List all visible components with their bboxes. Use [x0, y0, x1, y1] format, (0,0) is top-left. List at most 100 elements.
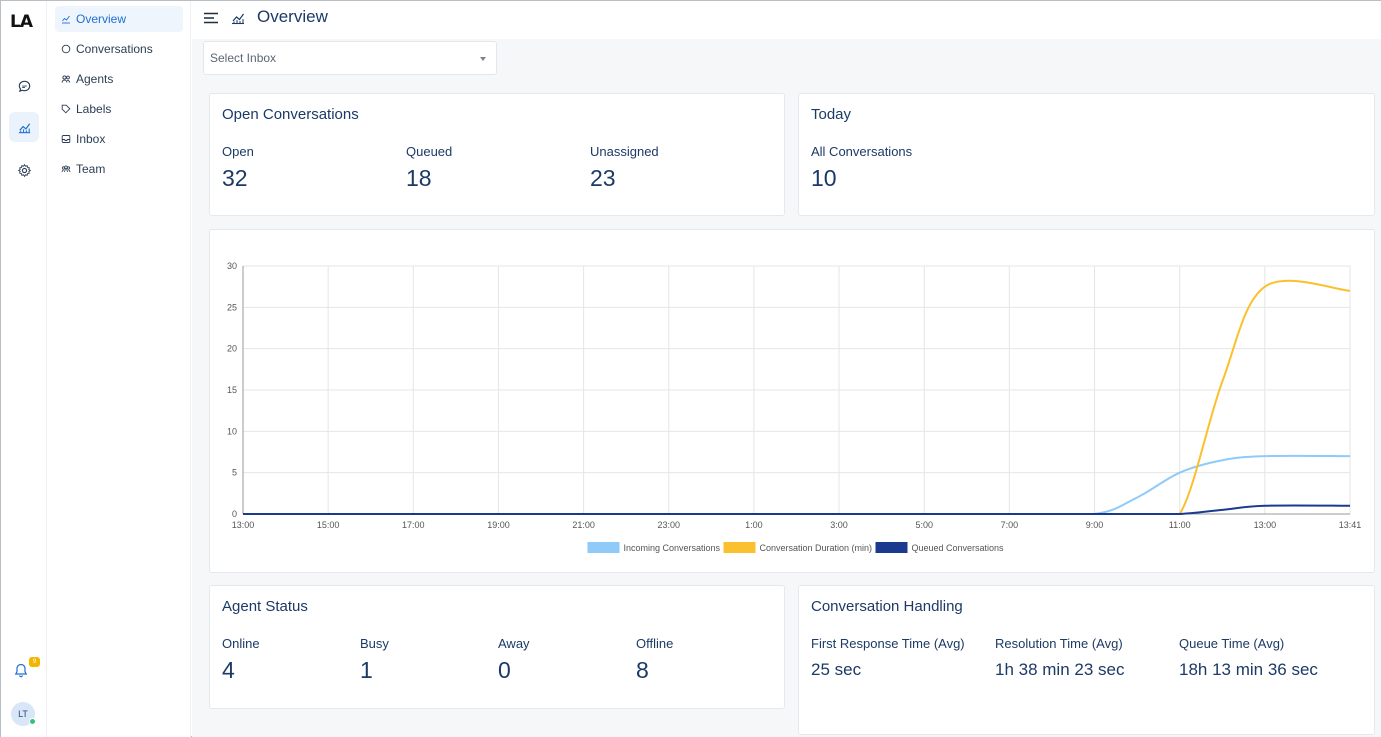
users-icon — [61, 74, 71, 84]
inbox-select[interactable]: Select Inbox — [203, 41, 497, 75]
y-tick-label: 10 — [227, 426, 237, 436]
chat-icon — [61, 44, 71, 54]
inbox-select-placeholder: Select Inbox — [210, 51, 277, 65]
metric-value: 25 sec — [811, 660, 862, 679]
conversations-rail-button[interactable] — [9, 71, 39, 101]
chat-icon — [18, 80, 30, 92]
open-conversations-card: Open Conversations Open 32 Queued 18 Una… — [209, 93, 785, 216]
x-tick-label: 1:00 — [745, 520, 763, 530]
sidebar-item-overview[interactable]: Overview — [55, 6, 183, 32]
card-title: Agent Status — [222, 598, 308, 615]
sidebar-item-conversations[interactable]: Conversations — [55, 36, 183, 62]
inbox-icon — [61, 134, 71, 144]
y-tick-label: 30 — [227, 261, 237, 271]
sidebar-item-label: Agents — [76, 72, 114, 86]
notification-badge: 9 — [29, 657, 40, 667]
y-tick-label: 15 — [227, 385, 237, 395]
card-title: Conversation Handling — [811, 598, 963, 615]
sidebar-item-team[interactable]: Team — [55, 156, 183, 182]
today-card: Today All Conversations 10 — [798, 93, 1375, 216]
x-tick-label: 3:00 — [830, 520, 848, 530]
x-tick-label: 19:00 — [487, 520, 510, 530]
metric-value: 18 — [406, 165, 432, 191]
reports-sidebar: Overview Conversations Agents Labels Inb… — [47, 1, 191, 737]
legend-swatch — [587, 542, 620, 553]
metric-value: 8 — [636, 657, 649, 683]
metric-label: First Response Time (Avg) — [811, 636, 965, 651]
sidebar-item-inbox[interactable]: Inbox — [55, 126, 183, 152]
reports-icon — [232, 13, 244, 25]
metric-label: All Conversations — [811, 144, 913, 159]
series-line-1 — [243, 279, 1351, 515]
x-tick-label: 13:00 — [232, 520, 255, 530]
team-icon — [61, 164, 71, 174]
x-tick-label: 5:00 — [915, 520, 933, 530]
legend-label: Conversation Duration (min) — [760, 543, 873, 553]
metric-queue-time: Queue Time (Avg) 18h 13 min 36 sec — [1179, 636, 1318, 680]
sidebar-item-agents[interactable]: Agents — [55, 66, 183, 92]
sidebar-item-label: Overview — [76, 12, 127, 26]
metric-label: Online — [222, 636, 260, 651]
metric-queued: Queued 18 — [406, 144, 452, 192]
metric-value: 1h 38 min 23 sec — [995, 660, 1125, 679]
conversations-line-chart: 0 5 10 15 20 25 30 13:00 15:00 17:00 19:00 21:00 23:… — [227, 261, 1362, 553]
settings-rail-button[interactable] — [9, 155, 39, 185]
settings-icon — [17, 163, 31, 177]
legend-swatch — [875, 542, 908, 553]
x-tick-label: 7:00 — [1001, 520, 1019, 530]
legend-label: Queued Conversations — [912, 543, 1005, 553]
online-status-dot — [29, 718, 36, 725]
page-title: Overview — [257, 7, 328, 26]
sidebar-item-label: Conversations — [76, 42, 153, 56]
metric-label: Away — [498, 636, 530, 651]
conversation-handling-card: Conversation Handling First Response Tim… — [798, 585, 1375, 735]
user-avatar[interactable]: LT — [11, 702, 35, 726]
menu-toggle-icon[interactable] — [204, 12, 218, 24]
metric-value: 23 — [590, 165, 616, 191]
icon-rail: LA 9 LT — [1, 1, 47, 737]
x-tick-label: 11:00 — [1169, 520, 1191, 530]
metric-online: Online 4 — [222, 636, 260, 684]
x-tick-label: 13:41 — [1339, 520, 1362, 530]
sidebar-item-label: Labels — [76, 102, 112, 116]
x-tick-label: 21:00 — [572, 520, 595, 530]
dropdown-caret-icon — [480, 57, 486, 61]
metric-offline: Offline 8 — [636, 636, 673, 684]
metric-resolution-time: Resolution Time (Avg) 1h 38 min 23 sec — [995, 636, 1124, 680]
metric-value: 18h 13 min 36 sec — [1179, 660, 1318, 679]
metric-value: 32 — [222, 165, 248, 191]
chart-icon — [61, 14, 71, 24]
y-tick-label: 5 — [232, 468, 237, 478]
metric-label: Unassigned — [590, 144, 659, 159]
metric-value: 1 — [360, 657, 373, 683]
x-tick-label: 9:00 — [1086, 520, 1104, 530]
x-tick-label: 23:00 — [658, 520, 681, 530]
metric-open: Open 32 — [222, 144, 254, 192]
tag-icon — [61, 104, 71, 114]
x-tick-label: 17:00 — [402, 520, 425, 530]
app-logo[interactable]: LA — [10, 12, 33, 32]
metric-busy: Busy 1 — [360, 636, 389, 684]
legend-label: Incoming Conversations — [624, 543, 721, 553]
series-line-2 — [243, 504, 1351, 515]
x-tick-label: 15:00 — [317, 520, 340, 530]
y-tick-label: 25 — [227, 302, 237, 312]
x-tick-label: 13:00 — [1254, 520, 1277, 530]
conversations-chart-card: 0 5 10 15 20 25 30 13:00 15:00 17:00 19:00 21:00 23:… — [209, 229, 1375, 573]
metric-label: Resolution Time (Avg) — [995, 636, 1123, 651]
card-title: Open Conversations — [222, 106, 359, 123]
metric-label: Queue Time (Avg) — [1179, 636, 1285, 651]
sidebar-item-labels[interactable]: Labels — [55, 96, 183, 122]
metric-value: 4 — [222, 657, 235, 683]
main-content: Overview Select Inbox Open Conversations… — [192, 1, 1381, 737]
metric-label: Open — [222, 144, 254, 159]
reports-rail-button[interactable] — [9, 112, 39, 142]
legend-swatch — [723, 542, 756, 553]
notifications-button[interactable] — [14, 663, 28, 683]
metric-value: 0 — [498, 657, 511, 683]
metric-value: 10 — [811, 165, 837, 191]
y-tick-label: 20 — [227, 344, 237, 354]
metric-first-response-time: First Response Time (Avg) 25 sec — [811, 636, 965, 680]
reports-icon — [18, 122, 30, 133]
sidebar-item-label: Inbox — [76, 132, 106, 146]
